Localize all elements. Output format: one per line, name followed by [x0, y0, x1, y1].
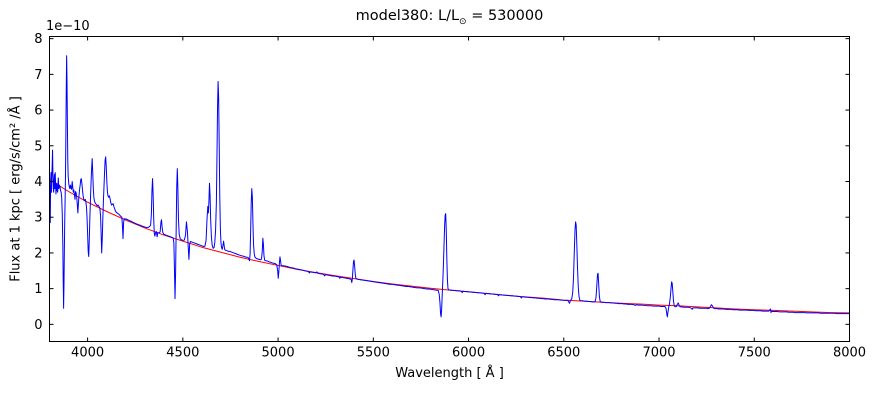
x-tick-label: 5000 — [262, 346, 295, 361]
x-axis-label: Wavelength [ Å ] — [395, 366, 504, 381]
y-tick-label: 1 — [34, 282, 42, 297]
y-tick-label: 6 — [34, 104, 42, 119]
chart-title: model380: L/L⊙ = 530000 — [49, 8, 850, 27]
y-tick-label: 7 — [34, 68, 42, 83]
x-tick-label: 8000 — [833, 346, 866, 361]
x-tick-label: 4000 — [71, 346, 104, 361]
y-tick-label: 5 — [34, 139, 42, 154]
x-tick-label: 6000 — [452, 346, 485, 361]
continuum-fit-line — [49, 179, 850, 314]
axes-frame — [49, 36, 850, 342]
chart-title-prefix: model380: L/L — [355, 8, 460, 24]
x-tick-label: 7500 — [738, 346, 771, 361]
x-tick-label: 5500 — [357, 346, 390, 361]
x-tick-label: 7000 — [642, 346, 675, 361]
y-tick-label: 3 — [34, 211, 42, 226]
sun-symbol: ⊙ — [459, 17, 467, 27]
chart-title-suffix: = 530000 — [466, 8, 544, 24]
y-axis-label: Flux at 1 kpc [ erg/s/cm² /Å ] — [8, 96, 24, 282]
y-tick-label: 8 — [34, 32, 42, 47]
model-spectrum-line — [49, 55, 850, 318]
y-tick-label: 4 — [34, 175, 42, 190]
y-tick-label: 2 — [34, 246, 42, 261]
x-tick-label: 6500 — [547, 346, 580, 361]
x-tick-label: 4500 — [166, 346, 199, 361]
y-tick-label: 0 — [34, 318, 42, 333]
y-axis-offset-label: 1e−10 — [46, 19, 90, 34]
